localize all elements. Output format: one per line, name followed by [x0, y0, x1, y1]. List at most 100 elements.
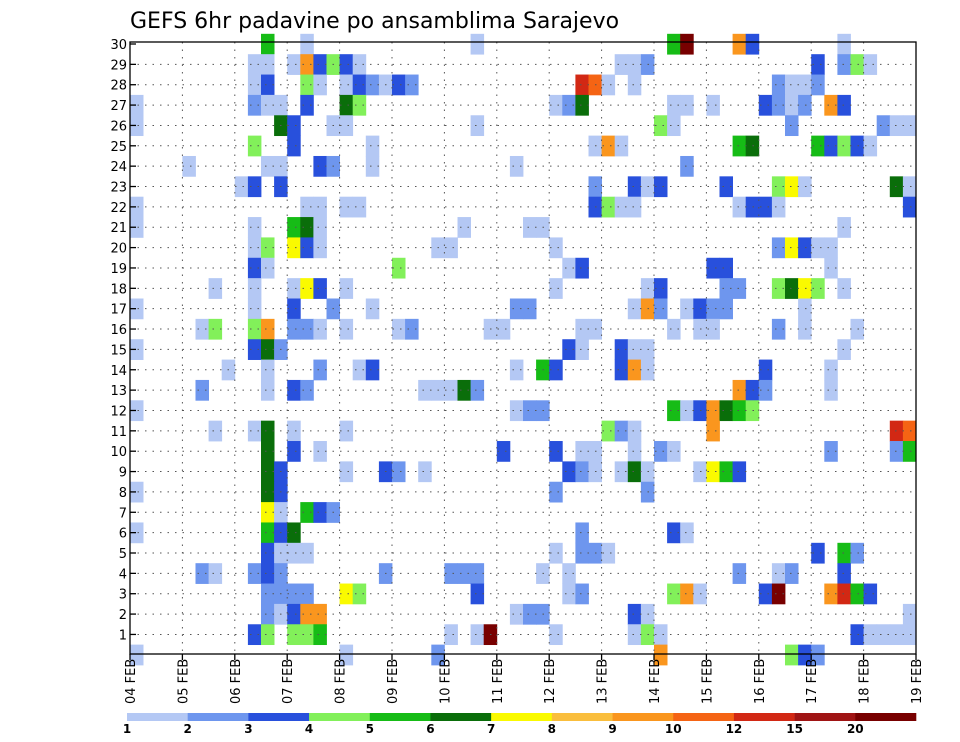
precip-cell — [300, 379, 314, 401]
precip-cell — [339, 115, 354, 137]
y-tick-label: 4 — [119, 567, 127, 582]
precip-cell — [601, 196, 616, 218]
x-tick-label: 04 FEB — [124, 659, 139, 704]
precip-cell — [771, 318, 786, 340]
precip-cell — [287, 54, 301, 75]
precip-cell — [863, 135, 878, 157]
precip-cell — [352, 94, 367, 116]
legend-swatch — [248, 713, 310, 721]
precip-cell — [732, 379, 747, 401]
x-tick-label: 07 FEB — [281, 659, 296, 704]
precip-cell — [352, 359, 367, 381]
precip-cell — [313, 502, 327, 523]
precip-cell — [824, 441, 838, 462]
legend-label: 15 — [786, 722, 803, 736]
precip-cell — [575, 257, 589, 279]
precip-cell — [261, 54, 275, 75]
precip-cell — [313, 74, 327, 96]
x-tick-label: 06 FEB — [229, 659, 244, 704]
legend-label: 9 — [608, 722, 616, 736]
precip-cell — [798, 94, 812, 116]
precip-cell — [785, 563, 799, 584]
precip-cell — [785, 176, 799, 198]
precip-cell — [549, 237, 563, 259]
legend-label: 2 — [184, 722, 192, 736]
precip-cell — [470, 563, 485, 584]
precip-cell — [313, 196, 327, 218]
precip-cell — [523, 603, 537, 625]
precip-cell — [614, 196, 629, 218]
precip-cell — [575, 461, 589, 483]
x-tick-label: 11 FEB — [491, 659, 506, 704]
precip-cell — [627, 298, 642, 320]
precip-cell — [339, 420, 354, 442]
precip-cell — [837, 583, 851, 605]
legend-swatch — [369, 713, 431, 721]
precip-cell — [614, 420, 629, 442]
precip-cell — [182, 155, 196, 177]
precip-cell — [287, 542, 301, 564]
precip-cell — [261, 624, 275, 646]
precip-cell — [247, 298, 262, 320]
precip-cell — [247, 318, 262, 340]
precip-cell — [392, 461, 406, 483]
precip-cell — [850, 542, 864, 564]
precip-cell — [195, 318, 209, 340]
precip-cell — [680, 94, 694, 116]
legend-swatch — [855, 713, 917, 721]
precip-cell — [365, 298, 380, 320]
precip-cell — [287, 522, 301, 544]
x-axis-ticks: 04 FEB 05 FEB 06 FEB 07 FEB 08 FEB 09 FEB 10 F… — [124, 654, 925, 704]
precip-cell — [562, 563, 576, 584]
precip-cell — [575, 441, 589, 462]
y-tick-label: 11 — [110, 425, 127, 440]
precip-cell — [261, 339, 275, 360]
precip-cell — [247, 420, 262, 442]
precip-cell — [130, 481, 144, 503]
precip-cell — [798, 318, 812, 340]
precip-cell — [313, 624, 327, 646]
precip-cell — [300, 74, 314, 96]
precip-cell — [562, 339, 576, 360]
precip-cell — [247, 237, 262, 259]
y-tick-label: 27 — [110, 99, 127, 114]
precip-cell — [719, 257, 733, 279]
precip-cell — [313, 237, 327, 259]
precip-cell — [824, 237, 838, 259]
precip-cell — [287, 583, 301, 605]
precip-cell — [614, 339, 629, 360]
precip-cell — [667, 94, 681, 116]
precip-cell — [261, 603, 275, 625]
precip-cell — [247, 624, 262, 646]
precip-cell — [339, 94, 354, 116]
precip-cell — [549, 441, 563, 462]
precip-cell — [824, 257, 838, 279]
precip-cell — [247, 563, 262, 584]
y-tick-label: 7 — [119, 506, 127, 521]
precip-cell — [261, 502, 275, 523]
y-tick-label: 12 — [110, 404, 127, 419]
precip-cell — [509, 298, 524, 320]
precip-cell — [247, 176, 262, 198]
precip-cell — [365, 359, 380, 381]
precip-cell — [287, 278, 301, 299]
precip-cell — [444, 624, 458, 646]
precip-cell — [719, 176, 733, 198]
precip-cell — [549, 278, 563, 299]
precip-cell — [247, 74, 262, 96]
precip-cell — [457, 379, 471, 401]
precip-cell — [811, 135, 825, 157]
precip-cell — [758, 583, 773, 605]
grid-layer — [130, 42, 916, 654]
precip-cell — [771, 563, 786, 584]
precip-cell — [247, 339, 262, 360]
precip-cell — [287, 420, 301, 442]
precip-cell — [352, 196, 367, 218]
precip-cell — [824, 583, 838, 605]
precip-cell — [549, 481, 563, 503]
precip-cell — [247, 135, 262, 157]
precip-cell — [300, 94, 314, 116]
precip-cell — [300, 196, 314, 218]
precip-cell — [130, 644, 144, 666]
precip-cell — [509, 400, 524, 422]
